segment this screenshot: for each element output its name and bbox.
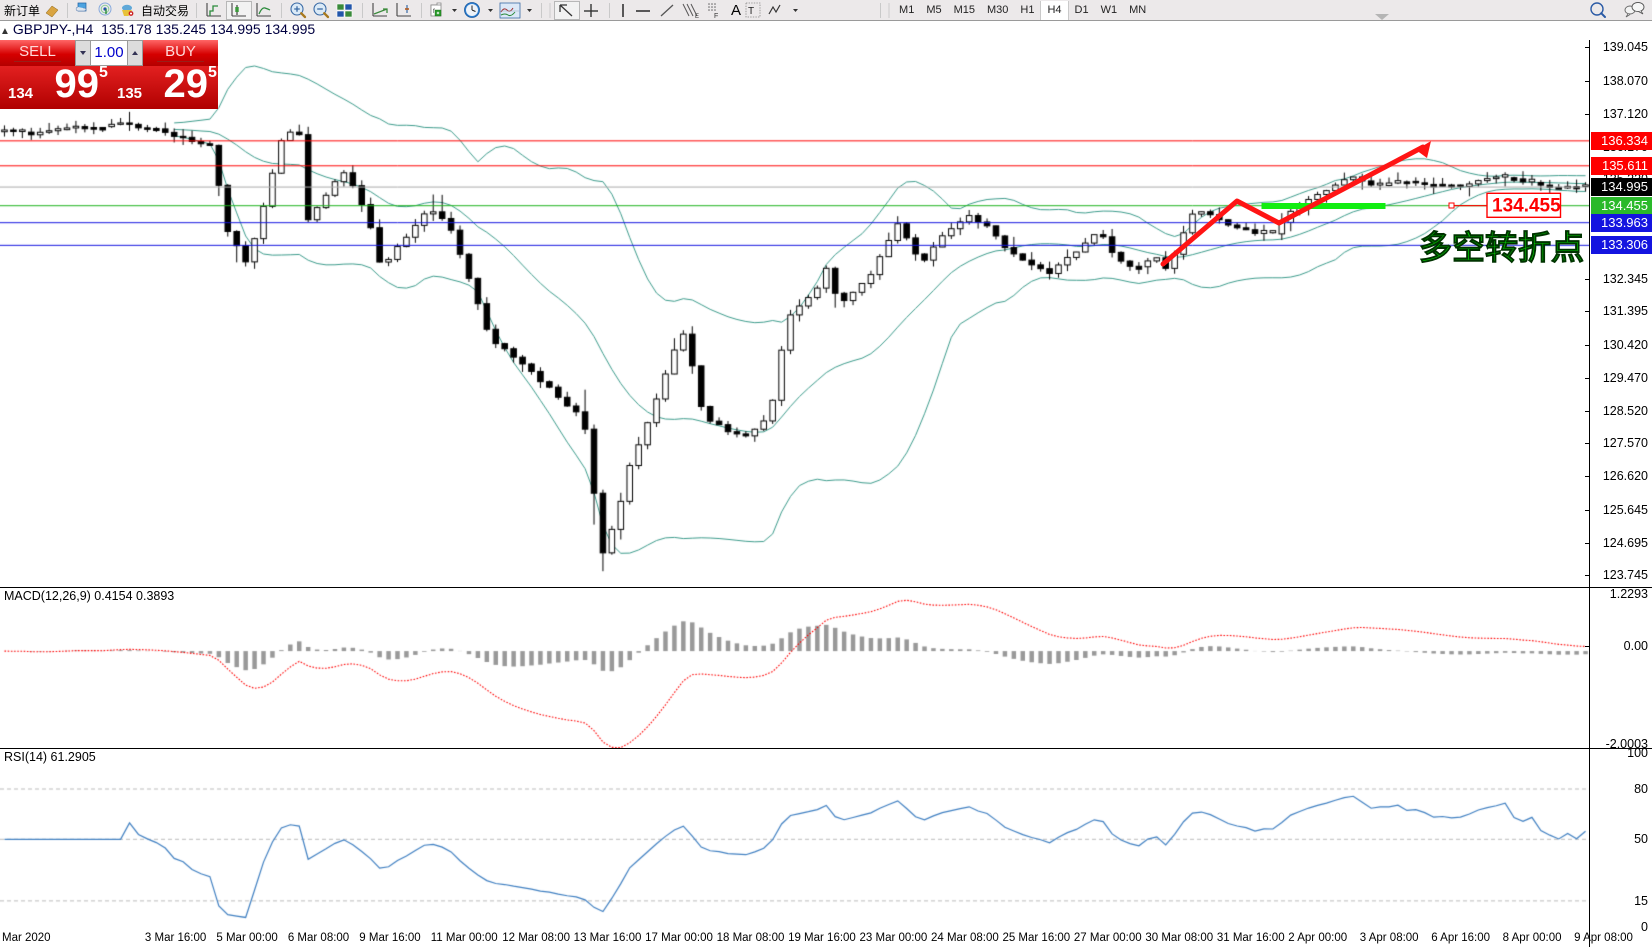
svg-text:E: E — [695, 14, 699, 20]
svg-text:T: T — [748, 6, 754, 17]
svg-text:F: F — [714, 13, 718, 19]
